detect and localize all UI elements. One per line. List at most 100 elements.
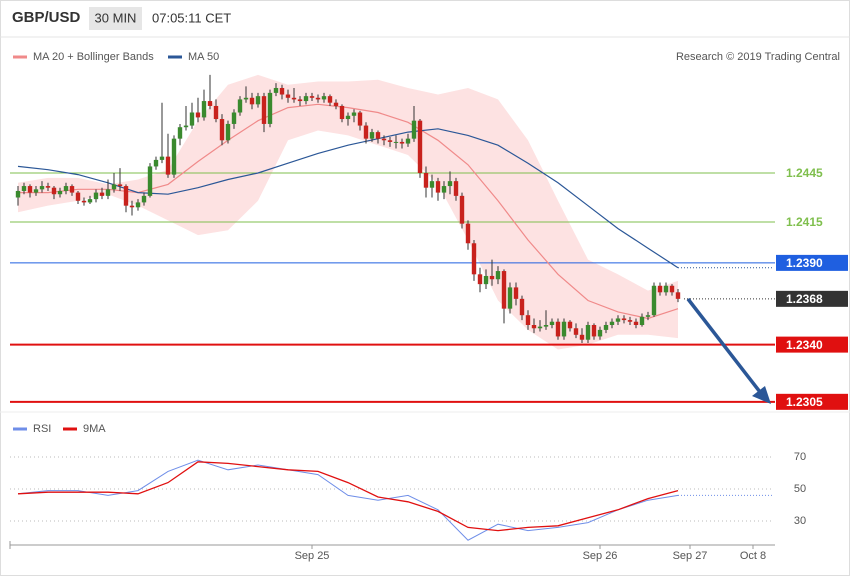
candle-body <box>663 285 669 293</box>
candle-body <box>219 119 225 141</box>
candle-body <box>411 120 417 139</box>
candle-body <box>537 326 543 329</box>
level-label: 1.2340 <box>786 338 823 352</box>
candle-body <box>273 87 279 93</box>
candle-body <box>531 325 537 329</box>
candle-body <box>225 123 231 141</box>
candle-body <box>147 166 153 196</box>
candle-body <box>291 97 297 100</box>
candle-body <box>33 189 39 193</box>
candle-body <box>231 112 237 124</box>
candle-body <box>117 184 123 187</box>
candle-body <box>453 181 459 196</box>
candle-body <box>357 112 363 126</box>
candle-body <box>471 243 477 275</box>
level-box <box>776 393 848 410</box>
candle-body <box>321 96 327 100</box>
level-label: 1.2415 <box>786 215 823 229</box>
candle-body <box>639 316 645 325</box>
candle-body <box>435 181 441 193</box>
candle-body <box>261 96 267 124</box>
candle-body <box>105 189 111 196</box>
forecast-arrow <box>686 297 762 394</box>
candle-body <box>207 101 213 106</box>
candle-body <box>513 287 519 299</box>
symbol: GBP/USD <box>12 9 81 26</box>
candle-body <box>99 192 105 196</box>
level-box <box>776 336 848 353</box>
candle-body <box>597 329 603 337</box>
candle-body <box>87 199 93 203</box>
candle-body <box>603 325 609 330</box>
candle-body <box>519 298 525 316</box>
candle-body <box>525 315 531 325</box>
candle-body <box>447 181 453 187</box>
y-tick-label: 70 <box>794 451 806 463</box>
candle-body <box>141 195 147 203</box>
level-label: 1.2390 <box>786 256 823 270</box>
arrow-head <box>752 386 771 404</box>
candle-body <box>111 184 117 190</box>
candle-body <box>393 141 399 143</box>
candle-body <box>381 138 387 141</box>
candle-body <box>489 275 495 280</box>
candle-body <box>333 102 339 106</box>
timeframe: 30 MIN <box>95 10 137 25</box>
candle-body <box>297 99 303 102</box>
candle-body <box>249 97 255 105</box>
candle-body <box>183 125 189 128</box>
candle-body <box>609 321 615 325</box>
candle-body <box>645 315 651 317</box>
candle-body <box>57 190 63 195</box>
bollinger-band <box>18 74 678 350</box>
legend-label: RSI <box>33 423 51 435</box>
credit: Research © 2019 Trading Central <box>676 51 840 63</box>
candle-body <box>591 325 597 337</box>
candle-body <box>267 92 273 124</box>
candle-body <box>651 285 657 316</box>
candle-body <box>417 120 423 173</box>
timeframe-box <box>89 7 142 30</box>
candle-body <box>75 192 81 201</box>
candle-body <box>387 140 393 142</box>
x-tick-label: Sep 26 <box>583 550 618 562</box>
candle-body <box>345 115 351 120</box>
rsi-line <box>17 459 679 541</box>
candle-body <box>309 96 315 98</box>
candle-body <box>477 274 483 285</box>
candle-body <box>423 172 429 188</box>
candle-body <box>39 186 45 190</box>
candle-body <box>315 97 321 100</box>
y-tick-label: 50 <box>794 483 806 495</box>
legend-label: 9MA <box>83 423 106 435</box>
candle-body <box>429 181 435 188</box>
candle-body <box>495 271 501 280</box>
candle-body <box>255 96 261 105</box>
candle-body <box>171 138 177 175</box>
candle-body <box>633 321 639 325</box>
candle-body <box>51 187 57 195</box>
rsi-line <box>17 461 679 532</box>
candle-body <box>579 334 585 340</box>
candle-body <box>585 325 591 340</box>
candle-body <box>27 186 33 193</box>
level-label: 1.2368 <box>786 292 823 306</box>
candle-body <box>63 186 69 191</box>
candle-body <box>483 275 489 285</box>
candle-body <box>81 200 87 203</box>
candle-body <box>123 186 129 206</box>
candle-body <box>507 287 513 309</box>
candle-body <box>363 125 369 139</box>
candle-body <box>213 105 219 120</box>
candle-body <box>555 321 561 337</box>
candle-body <box>327 96 333 103</box>
candle-body <box>243 97 249 100</box>
candle-body <box>279 87 285 95</box>
candle-body <box>621 318 627 321</box>
level-box <box>776 254 848 271</box>
candle-body <box>369 132 375 139</box>
candle-body <box>195 112 201 118</box>
candle-body <box>657 285 663 293</box>
x-tick-label: Sep 27 <box>673 550 708 562</box>
